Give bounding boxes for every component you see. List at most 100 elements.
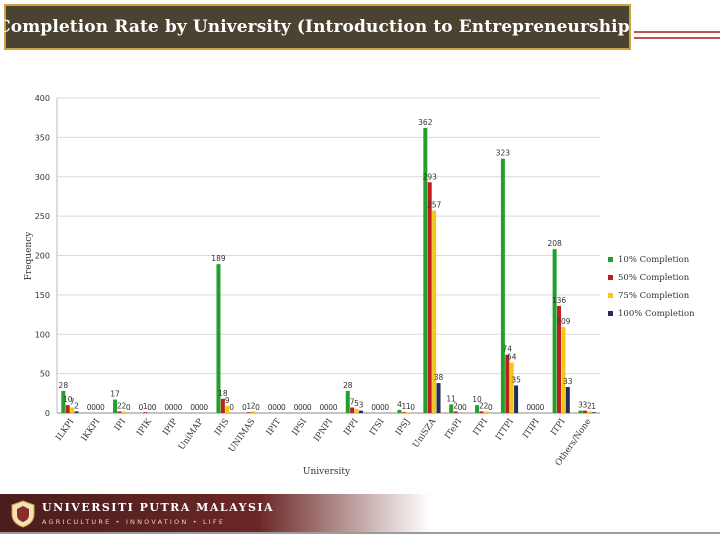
y-tick-label: 250 [35, 212, 50, 221]
bar [509, 362, 514, 413]
data-label: 189 [211, 254, 226, 263]
data-label: 0 [242, 403, 247, 412]
x-tick-label: UniSZA [411, 416, 439, 450]
data-label: 2 [117, 401, 122, 410]
data-label: 9 [225, 396, 230, 405]
x-tick-label: IPI [113, 417, 128, 433]
data-label: 0 [462, 403, 467, 412]
x-tick-label: IPIS [213, 417, 232, 438]
legend-swatch [608, 293, 613, 298]
bar [449, 404, 454, 413]
data-label: 109 [556, 317, 571, 326]
x-axis-title: University [303, 467, 351, 477]
bar [514, 385, 519, 413]
data-label: 0 [531, 403, 536, 412]
data-label: 293 [423, 172, 438, 181]
bar [557, 305, 562, 413]
data-label: 17 [110, 390, 120, 399]
y-tick-label: 350 [35, 133, 50, 142]
data-label: 2 [453, 401, 458, 410]
x-tick-label: IKKPI [80, 417, 103, 443]
data-label: 0 [255, 403, 260, 412]
bar [582, 410, 587, 413]
footer-divider [0, 532, 720, 534]
data-label: 10 [63, 395, 73, 404]
bar [453, 411, 458, 413]
university-name: UNIVERSITI PUTRA MALAYSIA [42, 501, 275, 514]
x-tick-label: ITPI [472, 417, 491, 438]
data-label: 0 [526, 403, 531, 412]
x-tick-label: IPIP [161, 417, 180, 438]
data-label: 0 [272, 403, 277, 412]
bar [505, 354, 510, 413]
bar [565, 387, 570, 413]
x-tick-label: ILKPI [54, 417, 76, 443]
data-label: 0 [384, 403, 389, 412]
bar [61, 390, 66, 413]
bar [401, 412, 406, 413]
decorative-rule-top [634, 31, 720, 33]
data-label: 0 [307, 403, 312, 412]
data-label: 3 [578, 401, 583, 410]
x-tick-label: IPNPI [312, 417, 335, 444]
data-label: 1 [401, 402, 406, 411]
x-tick-label: ITSI [368, 417, 387, 438]
data-label: 0 [100, 403, 105, 412]
legend-label: 75% Completion [618, 291, 690, 301]
bar [350, 407, 355, 413]
bar [220, 398, 225, 413]
bar [216, 264, 221, 413]
data-label: 0 [410, 403, 415, 412]
bar [345, 390, 350, 413]
chart-title: Completion Rate by University (Introduct… [0, 17, 638, 37]
bar [432, 210, 437, 413]
legend-label: 100% Completion [618, 309, 695, 319]
data-label: 10 [472, 395, 482, 404]
bar [561, 327, 566, 413]
data-label: 0 [195, 403, 200, 412]
data-label: 0 [328, 403, 333, 412]
data-label: 0 [152, 403, 157, 412]
bar [578, 410, 583, 413]
y-tick-label: 300 [35, 173, 50, 182]
x-tick-label: IPIT [265, 417, 284, 438]
university-tagline: AGRICULTURE • INNOVATION • LIFE [42, 518, 226, 526]
data-label: 0 [169, 403, 174, 412]
x-tick-label: IPSI [290, 417, 309, 438]
x-tick-label: IPPI [342, 417, 361, 438]
data-label: 362 [418, 118, 433, 127]
legend-swatch [608, 311, 613, 316]
y-tick-label: 400 [35, 94, 50, 103]
bar [406, 412, 411, 413]
bar [225, 405, 230, 413]
data-label: 0 [458, 403, 463, 412]
data-label: 0 [488, 403, 493, 412]
bar [479, 411, 484, 413]
x-tick-label: ITIPI [521, 417, 542, 440]
data-label: 18 [218, 389, 228, 398]
data-label: 35 [511, 375, 521, 384]
data-label: 0 [333, 403, 338, 412]
bar [423, 127, 428, 414]
x-tick-label: ITTPI [494, 417, 516, 442]
data-label: 74 [503, 345, 513, 354]
data-label: 0 [203, 403, 208, 412]
data-label: 3 [582, 401, 587, 410]
y-tick-label: 150 [35, 291, 50, 300]
data-label: 2 [251, 401, 256, 410]
data-label: 33 [563, 377, 573, 386]
bar [436, 383, 441, 413]
bar [591, 412, 596, 413]
data-label: 0 [540, 403, 545, 412]
bar [121, 411, 126, 413]
bar [65, 405, 70, 413]
data-label: 0 [91, 403, 96, 412]
data-label: 0 [199, 403, 204, 412]
x-tick-label: ITPI [549, 417, 568, 438]
footer-band [0, 494, 430, 534]
data-label: 0 [139, 403, 144, 412]
y-tick-label: 50 [40, 370, 50, 379]
bar [117, 411, 122, 413]
data-label: 7 [70, 397, 75, 406]
data-label: 0 [376, 403, 381, 412]
